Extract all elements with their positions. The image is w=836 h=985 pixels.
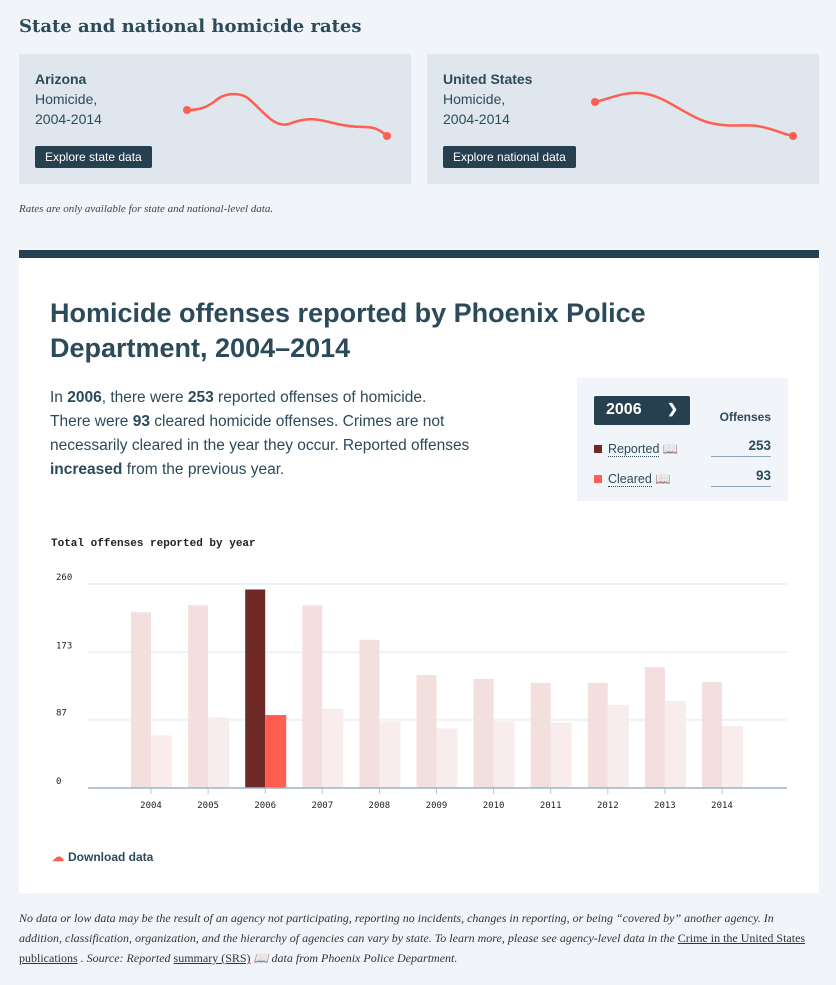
explore-national-button[interactable]: Explore national data	[443, 146, 576, 168]
x-tick-label: 2014	[711, 801, 733, 811]
y-tick-label: 173	[56, 641, 72, 651]
bar-cleared-2005	[208, 717, 230, 788]
rates-note: Rates are only available for state and n…	[19, 203, 274, 215]
card-sub: Homicide, 2004-2014	[443, 91, 510, 127]
national-card: United States Homicide, 2004-2014 Explore…	[427, 54, 819, 184]
chevron-down-icon: ❯	[667, 401, 678, 416]
footnote: No data or low data may be the result of…	[19, 911, 806, 965]
bar-cleared-2014	[722, 726, 743, 788]
bar-reported-2009	[416, 675, 437, 788]
reported-value: 253	[711, 438, 771, 457]
state-sparkline	[183, 92, 391, 140]
bar-cleared-2006	[265, 715, 287, 788]
card-name: Arizona	[35, 71, 87, 87]
y-tick-label: 0	[56, 777, 61, 787]
book-icon[interactable]: 📖	[655, 472, 671, 486]
reported-swatch	[594, 445, 602, 453]
x-tick-label: 2010	[483, 801, 505, 811]
summary-text: In 2006, there were 253 reported offense…	[50, 389, 470, 478]
bar-reported-2007	[302, 605, 323, 788]
y-tick-label: 87	[56, 709, 67, 719]
bar-cleared-2013	[664, 700, 686, 788]
book-icon[interactable]: 📖	[253, 951, 269, 965]
srs-link[interactable]: summary (SRS)	[173, 951, 251, 965]
x-tick-label: 2013	[654, 801, 676, 811]
bar-reported-2013	[644, 667, 665, 788]
x-tick-label: 2006	[254, 801, 276, 811]
national-sparkline	[591, 91, 797, 140]
bar-reported-2004	[131, 612, 151, 788]
bar-cleared-2004	[151, 735, 172, 788]
x-tick-label: 2012	[597, 801, 619, 811]
bar-cleared-2009	[436, 728, 458, 788]
reported-term-link[interactable]: Reported	[608, 442, 660, 457]
bar-reported-2006	[245, 589, 266, 788]
x-tick-label: 2011	[540, 801, 562, 811]
cloud-download-icon: ☁	[52, 850, 64, 864]
cleared-swatch	[594, 475, 602, 483]
bar-cleared-2010	[493, 721, 515, 788]
card-sub: Homicide, 2004-2014	[35, 91, 102, 127]
cleared-term-link[interactable]: Cleared	[608, 472, 652, 487]
cius-link[interactable]: Crime in the United States publications	[19, 931, 806, 965]
panel-title: Homicide offenses reported by Phoenix Po…	[50, 298, 646, 363]
bar-reported-2010	[473, 678, 494, 788]
offenses-header: Offenses	[719, 410, 771, 424]
book-icon[interactable]: 📖	[662, 442, 679, 456]
x-tick-label: 2007	[311, 801, 333, 811]
bar-reported-2005	[188, 605, 209, 788]
year-summary-box: 2006 ❯ Offenses Reported 📖 253 Cleared 📖 93	[577, 378, 788, 501]
state-card: Arizona Homicide, 2004-2014 Explore state…	[19, 54, 411, 184]
agency-panel: Homicide offenses reported by Phoenix Po…	[19, 250, 819, 893]
bar-reported-2011	[530, 682, 551, 788]
download-data-link[interactable]: ☁ Download data	[52, 850, 154, 864]
bar-cleared-2008	[379, 721, 401, 788]
x-tick-label: 2008	[369, 801, 391, 811]
bar-chart: 0 87 173 260 2004 2005 2006 2007 2008 2009 2010 201…	[56, 573, 787, 811]
bar-cleared-2007	[322, 708, 344, 788]
cleared-value: 93	[711, 468, 771, 487]
bar-reported-2012	[587, 682, 608, 788]
bar-cleared-2012	[607, 704, 629, 788]
x-tick-label: 2004	[140, 801, 162, 811]
explore-state-button[interactable]: Explore state data	[35, 146, 152, 168]
bar-cleared-2011	[550, 722, 572, 788]
x-tick-label: 2009	[426, 801, 448, 811]
cleared-row: Cleared 📖 93	[594, 468, 771, 487]
section-title: State and national homicide rates	[19, 16, 362, 37]
x-tick-label: 2005	[197, 801, 219, 811]
year-select[interactable]: 2006 ❯	[594, 396, 690, 425]
reported-row: Reported 📖 253	[594, 438, 771, 457]
chart-title: Total offenses reported by year	[51, 538, 256, 550]
bar-reported-2008	[359, 639, 380, 788]
y-tick-label: 260	[56, 573, 72, 583]
bar-reported-2014	[702, 682, 722, 788]
card-name: United States	[443, 71, 533, 87]
